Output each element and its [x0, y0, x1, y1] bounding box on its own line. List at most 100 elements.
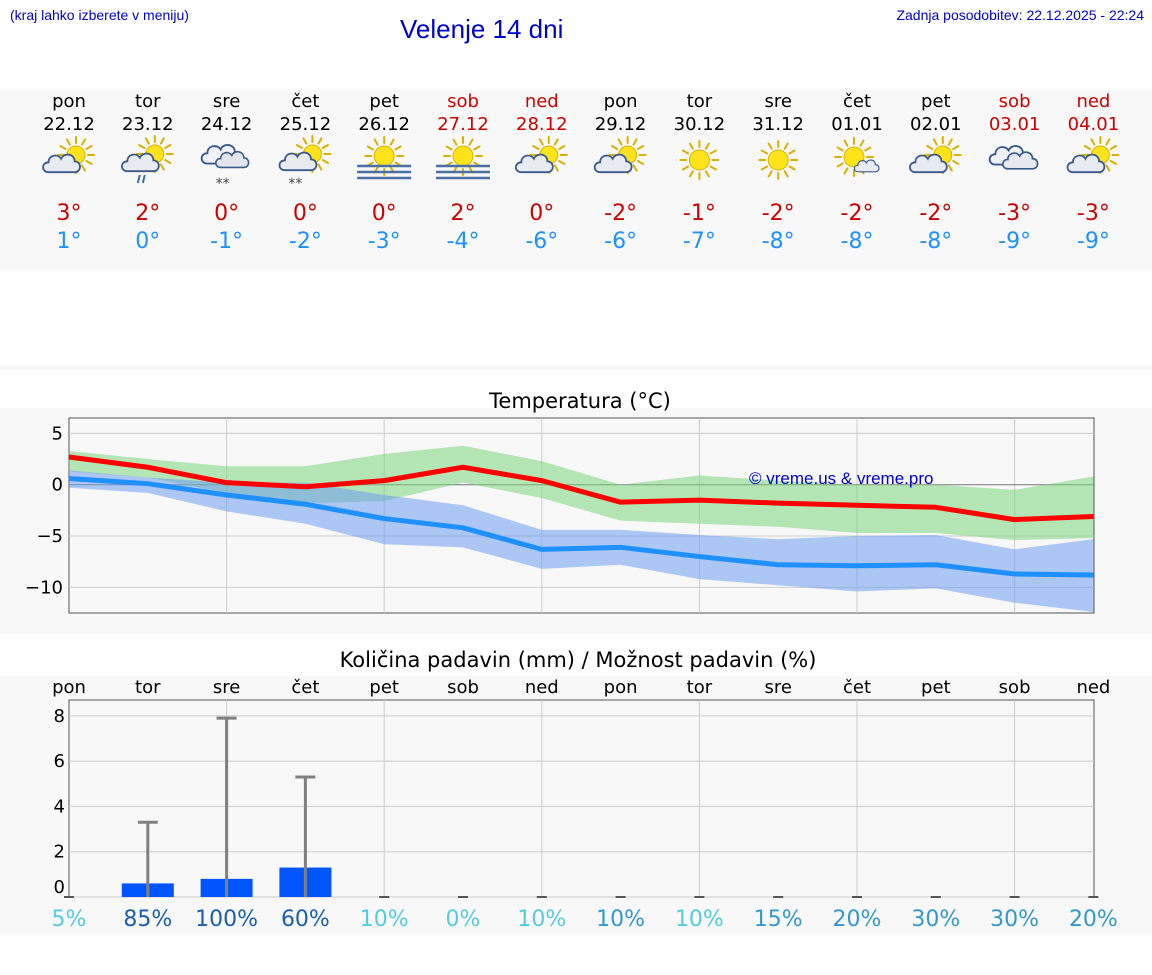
y-tick-label: 0 — [52, 475, 63, 496]
day-min-temp: 0° — [135, 229, 160, 254]
cloud-shape — [1001, 151, 1039, 170]
category-label: sre — [764, 677, 791, 698]
day-max-temp: -3° — [998, 201, 1031, 226]
partly-cloudy-sun-icon — [42, 136, 95, 174]
temperature-chart-title: Temperatura (°C) — [488, 389, 671, 413]
day-max-temp: 0° — [529, 201, 554, 226]
category-label: sob — [447, 677, 479, 698]
day-weekday: sre — [213, 91, 240, 112]
day-weekday: čet — [291, 91, 319, 112]
day-max-temp: -2° — [841, 201, 874, 226]
sun-shape — [679, 140, 720, 180]
partly-cloudy-sun-icon — [909, 136, 962, 174]
day-weekday: čet — [843, 91, 871, 112]
category-label: sre — [213, 677, 240, 698]
day-weekday: tor — [687, 91, 713, 112]
category-label: tor — [687, 677, 713, 698]
precipitation-chart-title: Količina padavin (mm) / Možnost padavin … — [340, 648, 817, 672]
category-label: pet — [921, 677, 951, 698]
partly-cloudy-sun-icon — [515, 136, 568, 174]
y-tick-label: 4 — [54, 796, 65, 817]
precip-probability: 15% — [754, 907, 803, 932]
day-date: 03.01 — [989, 114, 1041, 135]
cloud-shape — [278, 151, 318, 172]
cloud-shape — [909, 153, 948, 174]
precip-probability: 100% — [195, 907, 258, 932]
day-date: 04.01 — [1068, 114, 1120, 135]
precip-probability: 60% — [281, 907, 330, 932]
precip-probability: 20% — [833, 907, 882, 932]
min-temp-line — [68, 476, 1094, 578]
precip-probability: 10% — [675, 907, 724, 932]
day-max-temp: 3° — [57, 201, 82, 226]
copyright-watermark[interactable]: © vreme.us & vreme.pro — [749, 469, 933, 488]
cloudy-icon — [988, 145, 1039, 170]
precip-probability: 10% — [517, 907, 566, 932]
precip-probability: 0% — [446, 907, 481, 932]
day-max-temp: 2° — [135, 201, 160, 226]
precip-probability: 5% — [52, 907, 87, 932]
y-tick-label: −5 — [36, 526, 63, 547]
sun-icon — [679, 140, 720, 180]
day-weekday: sob — [999, 91, 1031, 112]
sun-shape — [443, 136, 483, 176]
day-date: 27.12 — [437, 114, 489, 135]
cloud-shape — [121, 152, 160, 173]
daily-forecast-panel — [0, 90, 1152, 270]
day-date: 28.12 — [516, 114, 568, 135]
location-menu-hint[interactable]: (kraj lahko izberete v meniju) — [10, 7, 189, 23]
max-temp-line — [68, 454, 1094, 523]
day-min-temp: 1° — [57, 229, 82, 254]
day-max-temp: 2° — [451, 201, 476, 226]
cloud-snow-icon: ** — [200, 144, 250, 192]
cloud-shape — [215, 150, 250, 169]
day-min-temp: -8° — [841, 229, 874, 254]
day-min-temp: -8° — [762, 229, 795, 254]
category-label: čet — [843, 677, 871, 698]
sun-small-cloud-icon — [834, 137, 880, 177]
day-date: 25.12 — [280, 114, 332, 135]
snowflake-shape: ** — [216, 176, 230, 192]
temperature-chart: Temperatura (°C) © vreme.us & vreme.pro … — [25, 389, 1095, 614]
partly-cloudy-sun-icon — [1066, 136, 1120, 174]
day-max-temp: 0° — [372, 201, 397, 226]
sun-shape — [364, 136, 405, 176]
day-min-temp: -4° — [447, 229, 480, 254]
day-min-temp: -2° — [289, 229, 322, 254]
cloud-shape — [515, 153, 554, 174]
cloud-shape — [853, 159, 880, 173]
day-weekday: tor — [135, 91, 161, 112]
category-label: čet — [291, 677, 319, 698]
day-date: 30.12 — [674, 114, 726, 135]
y-tick-label: 2 — [54, 842, 65, 863]
category-label: ned — [525, 677, 559, 698]
day-weekday: sre — [764, 91, 791, 112]
cloud-shape — [42, 153, 81, 174]
day-date: 24.12 — [201, 114, 253, 135]
day-weekday: pet — [921, 91, 951, 112]
day-min-temp: -6° — [604, 229, 637, 254]
category-label: pon — [52, 677, 86, 698]
day-date: 23.12 — [122, 114, 174, 135]
day-max-temp: 0° — [214, 201, 239, 226]
day-min-temp: -8° — [919, 229, 952, 254]
fog-shape — [436, 164, 490, 180]
y-tick-label: 0 — [54, 877, 65, 898]
divider — [0, 365, 1152, 370]
day-max-temp: -3° — [1077, 201, 1110, 226]
day-date: 26.12 — [358, 114, 410, 135]
page-title: Velenje 14 dni — [400, 14, 564, 44]
day-min-temp: -7° — [683, 229, 716, 254]
sun-fog-icon — [357, 136, 412, 180]
day-max-temp: -2° — [919, 201, 952, 226]
day-weekday: pet — [369, 91, 399, 112]
category-label: sob — [999, 677, 1031, 698]
y-tick-label: −10 — [25, 577, 63, 598]
day-weekday: sob — [447, 91, 479, 112]
